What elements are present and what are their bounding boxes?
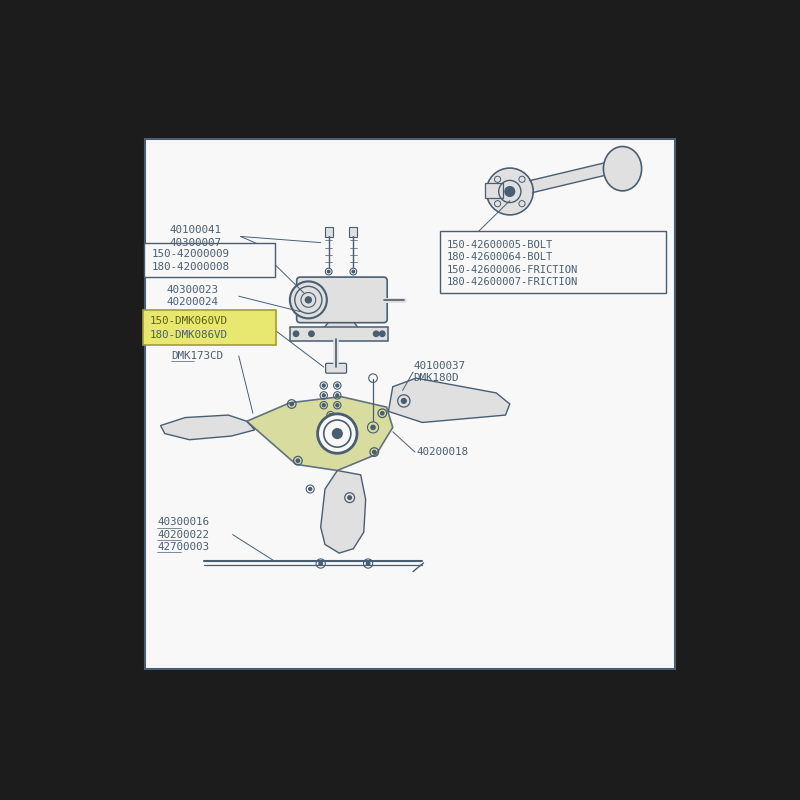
Circle shape xyxy=(329,414,332,417)
Circle shape xyxy=(336,394,339,397)
Polygon shape xyxy=(246,397,393,470)
Circle shape xyxy=(373,450,376,454)
Text: 40300007: 40300007 xyxy=(170,238,222,248)
Text: 180-42600007-FRICTION: 180-42600007-FRICTION xyxy=(447,277,578,287)
Polygon shape xyxy=(321,470,366,553)
Circle shape xyxy=(319,562,322,566)
Polygon shape xyxy=(389,378,510,422)
FancyBboxPatch shape xyxy=(325,227,333,237)
Text: 40300016: 40300016 xyxy=(158,518,210,527)
FancyBboxPatch shape xyxy=(350,227,358,237)
FancyBboxPatch shape xyxy=(326,363,346,373)
Polygon shape xyxy=(161,415,254,440)
Text: 40200022: 40200022 xyxy=(158,530,210,539)
Circle shape xyxy=(322,394,326,397)
Circle shape xyxy=(290,282,326,318)
FancyBboxPatch shape xyxy=(297,277,387,322)
Circle shape xyxy=(352,270,354,273)
Circle shape xyxy=(379,331,385,337)
Text: 40300023: 40300023 xyxy=(166,285,218,295)
Polygon shape xyxy=(314,319,367,339)
FancyBboxPatch shape xyxy=(145,139,675,669)
Text: 150-DMK060VD: 150-DMK060VD xyxy=(150,317,228,326)
Text: 150-42600005-BOLT: 150-42600005-BOLT xyxy=(447,240,554,250)
Circle shape xyxy=(327,270,330,273)
Circle shape xyxy=(322,404,326,406)
Circle shape xyxy=(402,398,406,403)
Text: 180-42600064-BOLT: 180-42600064-BOLT xyxy=(447,252,554,262)
Circle shape xyxy=(318,414,357,453)
Text: 180-DMK086VD: 180-DMK086VD xyxy=(150,330,228,340)
Circle shape xyxy=(332,429,342,438)
Text: 42700003: 42700003 xyxy=(158,542,210,552)
Circle shape xyxy=(290,402,294,406)
FancyBboxPatch shape xyxy=(144,242,275,277)
Polygon shape xyxy=(528,162,607,194)
Text: 40200024: 40200024 xyxy=(166,298,218,307)
Ellipse shape xyxy=(603,146,642,191)
Text: 40200018: 40200018 xyxy=(416,447,468,457)
Circle shape xyxy=(309,487,312,490)
Text: 40100037: 40100037 xyxy=(413,361,465,371)
Circle shape xyxy=(374,331,379,337)
Circle shape xyxy=(306,297,311,303)
FancyBboxPatch shape xyxy=(290,327,389,341)
Circle shape xyxy=(381,411,384,415)
Circle shape xyxy=(294,331,299,337)
Circle shape xyxy=(336,384,339,387)
Circle shape xyxy=(366,562,370,566)
Circle shape xyxy=(505,186,514,197)
Circle shape xyxy=(322,384,326,387)
FancyBboxPatch shape xyxy=(485,183,503,198)
Circle shape xyxy=(309,331,314,337)
Circle shape xyxy=(296,459,300,462)
Circle shape xyxy=(488,170,532,214)
Text: 150-42600006-FRICTION: 150-42600006-FRICTION xyxy=(447,265,578,274)
FancyBboxPatch shape xyxy=(142,310,276,345)
Circle shape xyxy=(348,496,351,499)
Text: DMK173CD: DMK173CD xyxy=(171,351,223,361)
Text: DMK180D: DMK180D xyxy=(413,373,458,383)
FancyBboxPatch shape xyxy=(439,231,666,293)
Text: 180-42000008: 180-42000008 xyxy=(151,262,230,272)
Circle shape xyxy=(336,404,339,406)
Text: 150-42000009: 150-42000009 xyxy=(151,249,230,258)
Circle shape xyxy=(371,426,375,430)
Text: 40100041: 40100041 xyxy=(170,226,222,235)
